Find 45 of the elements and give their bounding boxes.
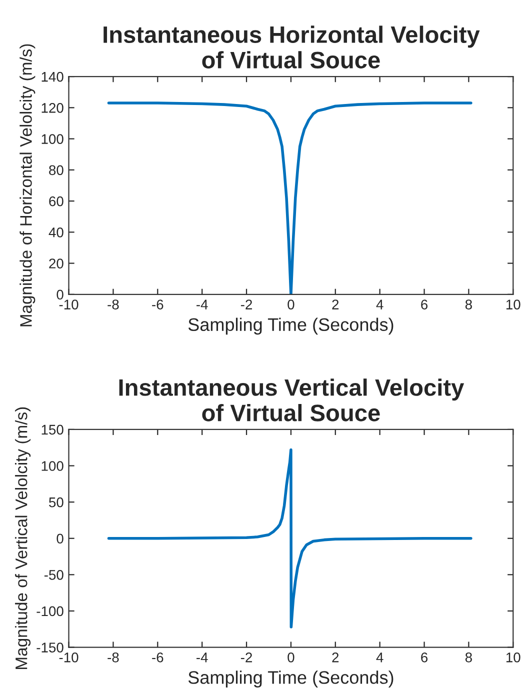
x-tick-label: 6 <box>421 300 428 310</box>
x-tick-label: -6 <box>152 300 164 310</box>
line-series <box>107 102 472 294</box>
y-tick-label: 120 <box>42 103 64 113</box>
chart-title: Instantaneous Horizontal Velocity of Virtual Souce <box>104 26 480 68</box>
y-tick-label: 0 <box>56 534 64 544</box>
x-tick-label: 2 <box>332 652 339 662</box>
y-tick-label: -150 <box>36 642 64 652</box>
x-tick-label: 4 <box>376 300 384 310</box>
x-axis-title: Sampling Time (Seconds) <box>188 670 394 688</box>
y-axis-title: Magnitude of Vertical Velolcity (m/s) <box>15 407 31 669</box>
x-tick-label: 4 <box>376 652 384 662</box>
x-tick-label: 0 <box>288 300 294 310</box>
y-tick-label: 140 <box>42 72 64 82</box>
x-tick-label: -8 <box>108 652 119 662</box>
line-series <box>107 448 472 628</box>
x-tick-label: 8 <box>465 652 472 662</box>
y-tick-label: 100 <box>42 461 64 471</box>
x-tick-label: 8 <box>465 300 472 310</box>
chart-title: Instantaneous Vertical Velocity of Virtual Souce <box>119 378 464 422</box>
x-tick-label: -10 <box>59 652 78 662</box>
y-axis-title: Magnitude of Horizontal Velolcity (m/s) <box>20 44 36 326</box>
x-tick-label: -2 <box>240 300 252 310</box>
y-tick-label: 50 <box>49 497 64 508</box>
y-tick-label: 20 <box>49 258 64 268</box>
x-tick-label: 0 <box>288 652 294 662</box>
y-tick-label: 60 <box>49 196 64 206</box>
y-tick-label: 150 <box>42 424 64 435</box>
y-tick-label: -100 <box>36 606 64 616</box>
x-tick-label: 10 <box>506 652 520 662</box>
x-tick-label: 10 <box>506 300 520 310</box>
y-tick-label: 40 <box>48 227 64 238</box>
x-tick-label: -6 <box>152 652 164 662</box>
y-tick-label: -50 <box>44 570 64 580</box>
y-tick-label: 80 <box>49 165 64 176</box>
x-tick-label: 6 <box>421 652 428 662</box>
x-axis-title: Sampling Time (Seconds) <box>188 318 394 335</box>
y-tick-label: 0 <box>56 290 64 300</box>
x-tick-label: -4 <box>196 652 208 662</box>
x-tick-label: 2 <box>332 300 339 310</box>
x-tick-label: -8 <box>108 300 119 310</box>
y-tick-label: 100 <box>42 134 64 144</box>
x-tick-label: -2 <box>240 652 252 662</box>
x-tick-label: -10 <box>59 300 78 310</box>
x-tick-label: -4 <box>196 300 208 310</box>
